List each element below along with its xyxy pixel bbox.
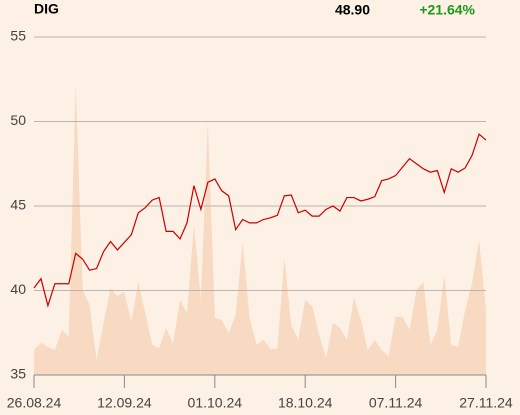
x-tick-label: 18.10.24 [278, 395, 333, 411]
ticker: DIG [34, 1, 59, 17]
y-tick-label: 55 [10, 28, 26, 44]
x-tick-label: 01.10.24 [188, 395, 243, 411]
last-price: 48.90 [335, 2, 370, 18]
x-tick-label: 27.11.24 [459, 395, 513, 411]
price-line [33, 133, 487, 308]
y-tick-label: 35 [10, 366, 26, 382]
x-tick-label: 26.08.24 [7, 395, 62, 411]
y-tick-label: 50 [10, 112, 26, 128]
x-tick-label: 07.11.24 [369, 395, 423, 411]
y-tick-label: 45 [10, 197, 26, 213]
price-change: +21.64% [419, 2, 475, 18]
x-tick-label: 12.09.24 [97, 395, 152, 411]
y-tick-label: 40 [10, 281, 26, 297]
volume-area [34, 84, 486, 375]
